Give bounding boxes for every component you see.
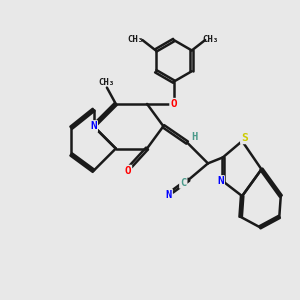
- Text: O: O: [124, 166, 131, 176]
- Text: CH₃: CH₃: [98, 78, 114, 87]
- Text: N: N: [90, 121, 97, 131]
- Text: CH₃: CH₃: [202, 34, 218, 43]
- Text: N: N: [217, 176, 224, 186]
- Text: S: S: [241, 133, 248, 143]
- Text: C: C: [180, 178, 186, 188]
- Text: N: N: [166, 190, 172, 200]
- Text: O: O: [170, 99, 177, 109]
- Text: CH₃: CH₃: [127, 34, 143, 43]
- Text: H: H: [191, 132, 198, 142]
